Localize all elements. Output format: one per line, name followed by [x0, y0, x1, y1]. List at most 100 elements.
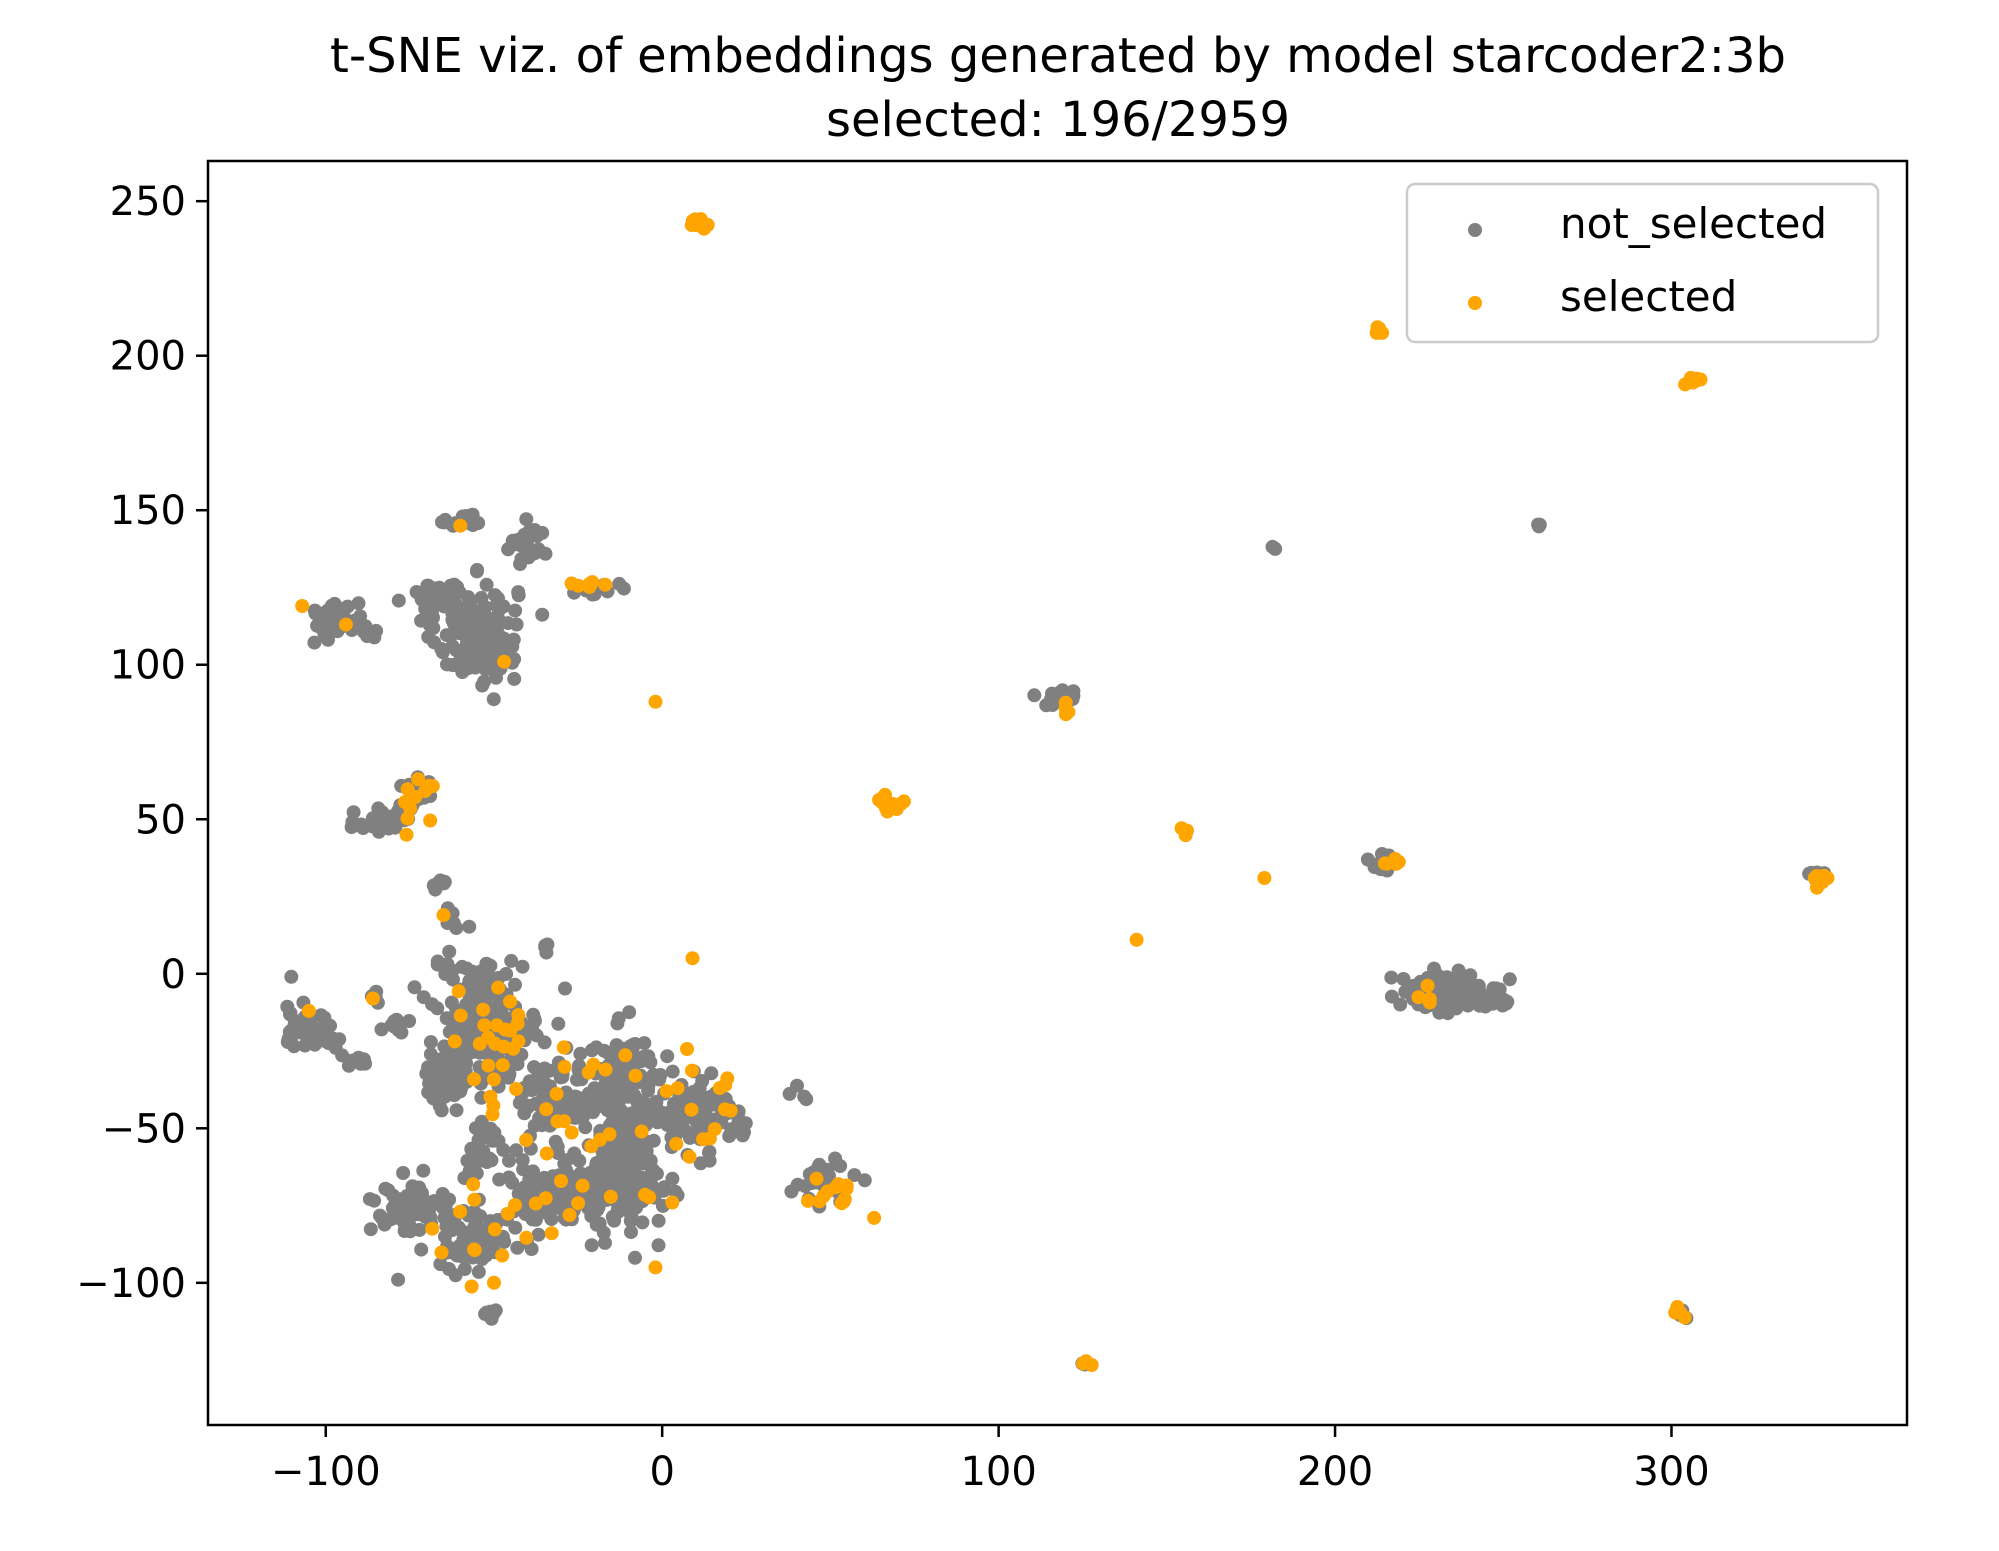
point-selected — [1257, 871, 1272, 885]
point-not-selected — [538, 938, 553, 953]
point-not-selected — [707, 1094, 722, 1109]
point-not-selected — [732, 1114, 747, 1128]
point-selected — [878, 787, 892, 802]
point-selected — [508, 1198, 522, 1213]
point-selected — [477, 1018, 492, 1033]
point-selected — [411, 772, 426, 787]
point-selected — [696, 1132, 711, 1147]
point-not-selected — [622, 1107, 637, 1122]
point-not-selected — [475, 678, 490, 693]
point-not-selected — [572, 1058, 586, 1073]
x-tick-label: 300 — [1633, 1449, 1709, 1495]
point-not-selected — [612, 576, 627, 591]
chart-subtitle: selected: 196/2959 — [826, 92, 1290, 148]
y-tick-label: 150 — [110, 488, 186, 534]
point-not-selected — [414, 1242, 429, 1257]
point-selected — [670, 1081, 685, 1096]
point-not-selected — [487, 1133, 502, 1148]
point-not-selected — [492, 603, 506, 617]
point-not-selected — [325, 1031, 340, 1046]
point-not-selected — [638, 1110, 653, 1125]
point-not-selected — [551, 1016, 566, 1031]
point-not-selected — [622, 1005, 637, 1020]
point-not-selected — [353, 609, 368, 624]
point-selected — [403, 801, 418, 816]
point-selected — [467, 1242, 482, 1257]
legend-marker-not-selected — [1468, 223, 1482, 237]
point-selected — [476, 1002, 491, 1017]
point-not-selected — [635, 1215, 650, 1230]
point-not-selected — [423, 1035, 438, 1050]
point-not-selected — [558, 981, 572, 996]
point-selected — [539, 1146, 554, 1161]
point-not-selected — [524, 1242, 539, 1256]
point-not-selected — [307, 635, 322, 650]
point-not-selected — [602, 1141, 617, 1156]
point-not-selected — [512, 1095, 527, 1110]
point-selected — [549, 1086, 564, 1101]
point-not-selected — [573, 1046, 588, 1061]
point-not-selected — [383, 810, 398, 825]
point-not-selected — [651, 1238, 666, 1253]
point-selected — [685, 951, 700, 966]
x-tick-label: 200 — [1297, 1449, 1373, 1495]
point-not-selected — [516, 1162, 531, 1177]
point-not-selected — [407, 980, 422, 995]
point-not-selected — [437, 1039, 452, 1054]
point-not-selected — [1485, 986, 1500, 1001]
point-not-selected — [519, 512, 534, 527]
point-selected — [544, 1226, 559, 1241]
point-selected — [571, 1196, 586, 1211]
point-selected — [451, 984, 466, 999]
point-not-selected — [507, 671, 522, 686]
point-not-selected — [442, 944, 457, 959]
point-not-selected — [589, 1157, 604, 1172]
point-not-selected — [811, 1159, 826, 1174]
point-not-selected — [466, 986, 481, 1001]
point-selected — [365, 991, 380, 1006]
point-not-selected — [509, 617, 524, 632]
point-not-selected — [657, 1110, 672, 1125]
point-selected — [301, 1003, 316, 1018]
point-selected — [575, 1178, 590, 1193]
point-not-selected — [624, 1225, 638, 1240]
point-selected — [809, 1171, 824, 1186]
point-selected — [634, 1124, 649, 1139]
point-not-selected — [560, 1187, 575, 1202]
point-not-selected — [600, 1103, 615, 1118]
point-not-selected — [624, 1159, 639, 1174]
point-not-selected — [421, 629, 436, 644]
point-not-selected — [660, 1049, 675, 1064]
y-tick-label: 250 — [110, 179, 186, 225]
point-not-selected — [613, 1200, 628, 1215]
point-selected — [495, 1058, 510, 1073]
point-selected — [684, 1102, 699, 1117]
point-selected — [801, 1193, 815, 1208]
point-selected — [1380, 856, 1394, 871]
point-selected — [423, 813, 438, 828]
point-selected — [408, 790, 423, 804]
point-not-selected — [465, 510, 480, 525]
point-selected — [425, 1221, 440, 1236]
point-not-selected — [1437, 983, 1452, 998]
point-selected — [453, 518, 468, 533]
point-selected — [1411, 990, 1426, 1005]
point-selected — [447, 1034, 462, 1049]
point-selected — [481, 1058, 496, 1073]
point-selected — [829, 1180, 843, 1195]
point-selected — [1129, 932, 1144, 947]
point-not-selected — [668, 1184, 683, 1199]
point-selected — [425, 779, 440, 794]
point-not-selected — [1396, 972, 1411, 986]
point-not-selected — [1468, 992, 1483, 1007]
point-selected — [648, 1260, 663, 1275]
point-not-selected — [397, 1224, 412, 1238]
point-not-selected — [737, 1125, 751, 1140]
point-not-selected — [847, 1168, 862, 1183]
point-not-selected — [459, 648, 474, 663]
point-not-selected — [433, 1257, 448, 1272]
x-tick-label: −100 — [271, 1449, 381, 1495]
point-selected — [1178, 828, 1193, 843]
point-not-selected — [281, 1031, 296, 1046]
